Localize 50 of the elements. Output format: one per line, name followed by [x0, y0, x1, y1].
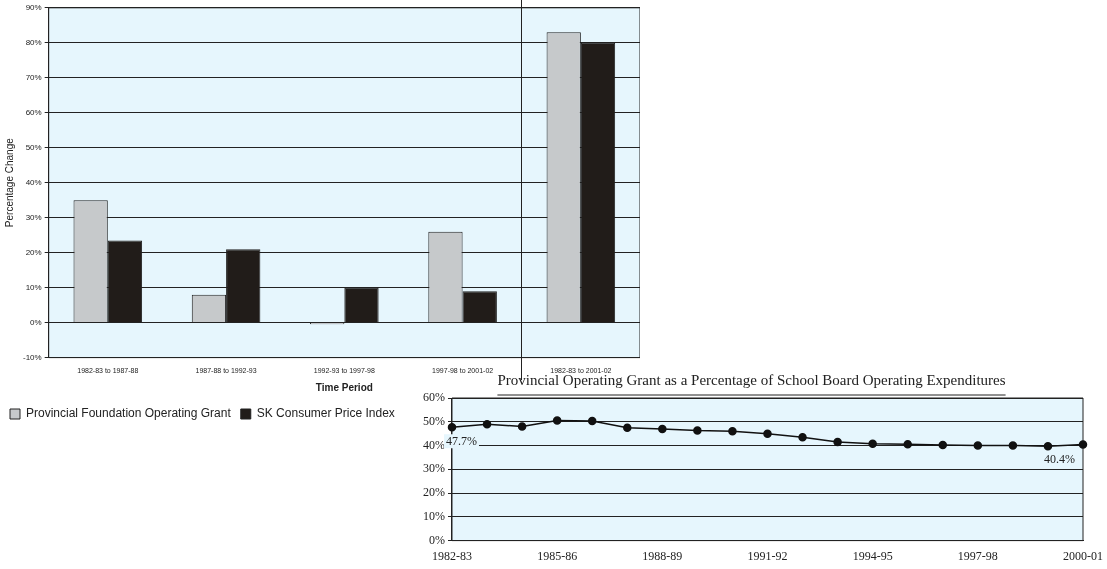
y-tick-label: 50%	[423, 413, 445, 428]
point	[1008, 441, 1018, 450]
point	[658, 424, 667, 434]
data-label: 40.4%	[1044, 451, 1075, 466]
x-tick-label: 1985-86	[537, 548, 578, 563]
y-tick-label: 10%	[423, 508, 445, 523]
x-tick-label: 2000-01	[1063, 548, 1103, 563]
point	[973, 441, 983, 450]
y-tick-label: 60%	[25, 107, 42, 117]
legend-label: SK Consumer Price Index	[256, 406, 395, 421]
point	[763, 429, 772, 438]
point	[693, 426, 702, 435]
y-tick-label: 90%	[25, 3, 42, 12]
point	[587, 416, 597, 426]
y-axis-title: Percentage Change	[3, 137, 15, 228]
legend-label: Provincial Foundation Operating Grant	[26, 406, 232, 421]
x-tick-label: 1988-89	[642, 548, 683, 563]
y-tick-label: 20%	[423, 485, 445, 500]
y-tick-label: 20%	[25, 247, 42, 257]
y-tick-label: 40%	[25, 177, 42, 187]
point	[938, 440, 948, 450]
x-tick-label: 1982-83	[432, 548, 472, 563]
x-tick-label: 1994-95	[852, 548, 893, 563]
x-tick-label: 1991-92	[747, 548, 788, 563]
point	[552, 416, 562, 425]
y-tick-label: 30%	[25, 212, 42, 222]
point	[868, 439, 877, 448]
point	[482, 419, 492, 429]
y-tick-label: 30%	[423, 461, 445, 476]
data-label: 47.7%	[446, 434, 477, 449]
y-tick-label: 0%	[30, 317, 42, 327]
point	[517, 422, 527, 431]
y-tick-label: 80%	[25, 37, 42, 47]
point	[903, 440, 912, 449]
y-tick-label: 0%	[429, 532, 445, 547]
point	[833, 437, 842, 447]
y-tick-label: 70%	[25, 72, 42, 82]
point	[447, 422, 457, 432]
point	[1078, 440, 1088, 449]
x-axis-title: Time Period	[315, 381, 373, 393]
y-tick-label: 50%	[25, 142, 42, 152]
point	[1043, 442, 1053, 451]
y-tick-label: 40%	[423, 437, 445, 452]
y-tick-label: 60%	[423, 390, 445, 405]
point	[798, 432, 807, 442]
y-tick-label: -10%	[22, 352, 42, 362]
point	[728, 427, 737, 436]
x-tick-label: 1997-98	[957, 548, 998, 563]
point	[623, 423, 632, 432]
y-tick-label: 10%	[25, 282, 42, 292]
